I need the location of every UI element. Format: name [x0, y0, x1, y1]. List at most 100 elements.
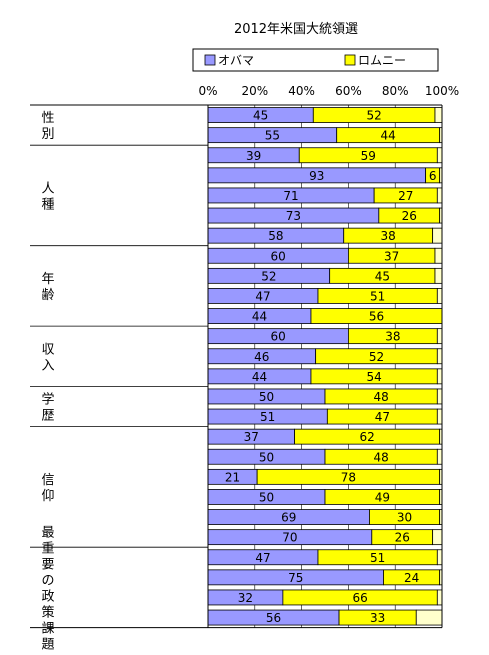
data-label: 66	[352, 591, 367, 605]
data-label: 50	[259, 390, 274, 404]
bar-other	[436, 589, 443, 606]
x-tick-label: 60%	[335, 84, 362, 98]
group-label-char: 齢	[41, 288, 54, 303]
data-label: 78	[341, 470, 356, 484]
group-label-char: 歴	[41, 409, 54, 424]
data-label: 37	[244, 430, 259, 444]
bar-other	[436, 328, 443, 345]
group-label-char: 人	[41, 181, 54, 196]
legend: オバマ ロムニー	[192, 48, 439, 72]
group-label: 最重要の政策課題	[41, 525, 54, 652]
data-label: 47	[255, 289, 270, 303]
data-label: 45	[253, 109, 268, 123]
data-label: 32	[238, 591, 253, 605]
bars: 45 52 55 44 39 59 93 6 71 27 73 26 58 38 60 37 52 45 47 51 4…	[207, 107, 443, 626]
data-label: 21	[225, 470, 240, 484]
data-label: 30	[397, 511, 412, 525]
group-label-char: 課	[41, 620, 54, 636]
group-label-char: 最	[41, 525, 54, 540]
data-label: 55	[265, 129, 280, 143]
bar-other	[436, 448, 443, 465]
group-label-char: 政	[41, 589, 54, 604]
bar-other	[436, 288, 443, 304]
data-label: 48	[374, 450, 389, 464]
data-label: 52	[366, 109, 381, 123]
data-label: 24	[404, 571, 419, 585]
data-label: 44	[381, 129, 396, 143]
data-label: 26	[395, 531, 410, 545]
legend-box	[192, 48, 439, 72]
bar-other	[436, 388, 443, 405]
group-label: 学歴	[41, 392, 54, 424]
group-label-char: 策	[41, 604, 54, 620]
legend-label-obama: オバマ	[218, 54, 254, 68]
data-label: 93	[309, 169, 324, 183]
group-label-char: 信	[41, 473, 54, 488]
data-label: 52	[261, 269, 276, 283]
data-label: 58	[268, 229, 283, 243]
data-label: 51	[370, 289, 385, 303]
data-label: 38	[381, 229, 396, 243]
group-label-char: 仰	[41, 489, 54, 504]
group-label-char: 収	[41, 342, 54, 357]
data-label: 56	[266, 611, 281, 625]
data-label: 71	[283, 189, 298, 203]
plot-frame	[30, 104, 443, 629]
gridlines	[254, 105, 396, 628]
data-label: 50	[259, 450, 274, 464]
group-label: 年齢	[41, 272, 54, 303]
data-label: 62	[359, 430, 374, 444]
x-tick-label: 80%	[382, 84, 409, 98]
data-label: 38	[385, 330, 400, 344]
data-label: 44	[252, 310, 267, 324]
bar-other	[432, 227, 443, 244]
group-label-char: 題	[41, 637, 54, 652]
group-label-char: 入	[41, 358, 54, 373]
bar-other	[415, 609, 443, 626]
x-tick-label: 20%	[241, 84, 268, 98]
data-label: 52	[369, 350, 384, 364]
group-label-char: 学	[41, 392, 54, 408]
data-label: 75	[288, 571, 303, 585]
group-label-char: 別	[41, 127, 54, 142]
bar-other	[434, 107, 443, 123]
group-label-char: 性	[41, 111, 54, 126]
data-label: 45	[375, 269, 390, 283]
data-label: 49	[375, 490, 390, 504]
bar-other	[436, 408, 443, 425]
data-label: 50	[259, 490, 274, 504]
data-label: 46	[254, 350, 269, 364]
group-label: 信仰	[41, 473, 54, 504]
data-label: 59	[361, 149, 376, 163]
data-label: 56	[369, 310, 384, 324]
bar-other	[436, 549, 443, 566]
data-label: 6	[429, 169, 437, 183]
group-label: 性別	[41, 111, 54, 142]
group-label-char: 種	[41, 196, 54, 212]
group-label-char: の	[41, 573, 54, 588]
data-label: 44	[252, 370, 267, 384]
data-label: 27	[398, 189, 413, 203]
bar-other	[434, 247, 443, 264]
x-axis-ticks: 0% 20% 40% 60% 80% 100%	[198, 84, 459, 98]
group-label: 収入	[41, 342, 54, 373]
group-label: 人種	[41, 181, 54, 212]
group-label-char: 重	[41, 540, 54, 556]
data-label: 39	[246, 149, 261, 163]
data-label: 60	[271, 249, 286, 263]
bar-other	[436, 368, 443, 385]
data-label: 60	[271, 330, 286, 344]
data-label: 48	[374, 390, 389, 404]
x-tick-label: 0%	[198, 84, 217, 98]
bar-other	[436, 187, 443, 204]
bar-other	[436, 147, 443, 164]
legend-swatch-romney	[344, 54, 356, 66]
bar-other	[436, 348, 443, 365]
x-tick-label: 40%	[288, 84, 315, 98]
data-label: 51	[260, 410, 275, 424]
data-label: 69	[281, 511, 296, 525]
legend-swatch-obama	[204, 54, 216, 66]
data-label: 54	[366, 370, 381, 384]
